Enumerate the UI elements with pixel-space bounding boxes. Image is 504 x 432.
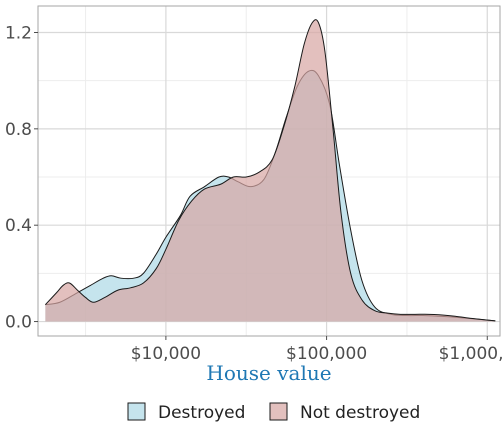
y-tick-label: 0.4 [5,216,32,236]
x-tick-label: $100,000 [286,344,367,364]
y-tick-label: 0.0 [5,313,32,333]
y-tick-label: 1.2 [5,23,32,43]
legend: Destroyed Not destroyed [127,402,420,423]
plot-panel-border [37,5,501,337]
legend-key-not-destroyed [269,402,288,421]
y-axis-ticks: 0.0 0.4 0.8 1.2 [5,23,38,333]
density-areas [44,19,496,322]
x-axis-ticks: $10,000 $100,000 $1,000,000 [131,336,504,364]
legend-label-not-destroyed: Not destroyed [300,403,420,423]
x-axis-title: House value [206,361,331,385]
y-tick-label: 0.8 [5,120,32,140]
legend-label-destroyed: Destroyed [158,403,245,423]
legend-key-destroyed [127,402,146,421]
x-tick-label: $1,000,000 [439,344,504,364]
density-outline-not-destroyed [44,19,496,322]
x-tick-label: $10,000 [131,344,201,364]
density-area-not-destroyed [45,19,496,322]
